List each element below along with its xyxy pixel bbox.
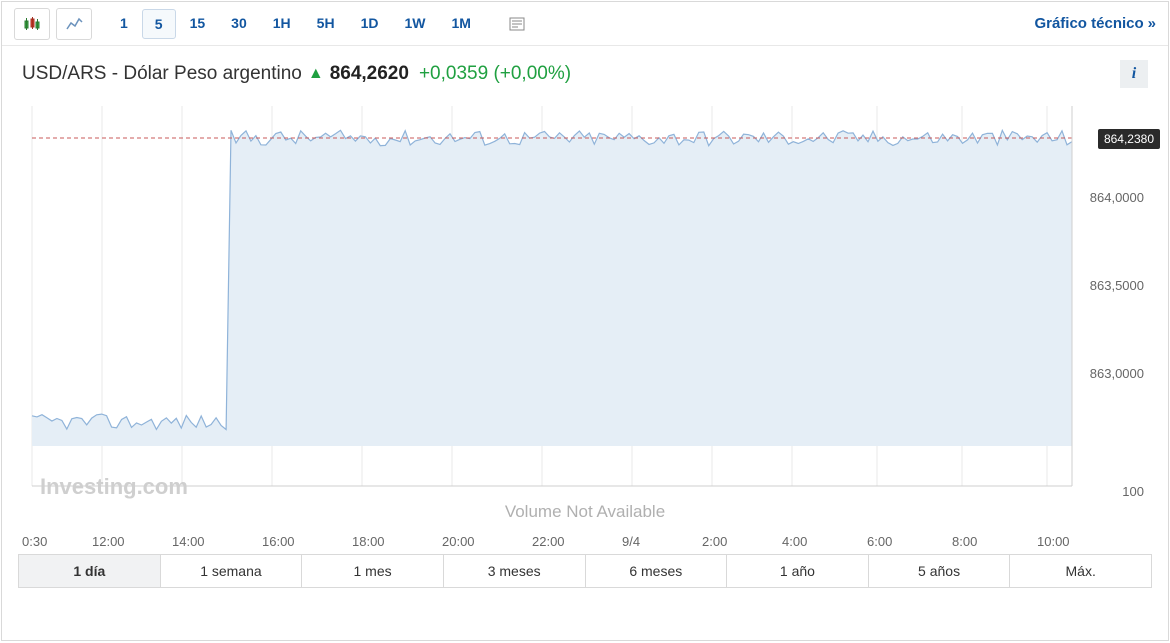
arrow-up-icon: ▲ — [308, 65, 324, 83]
range-button[interactable]: 3 meses — [444, 555, 586, 587]
range-button[interactable]: 1 día — [19, 555, 161, 587]
x-axis-label: 2:00 — [702, 534, 727, 549]
volume-text: Volume Not Available — [505, 502, 665, 522]
tech-link-label: Gráfico técnico — [1034, 15, 1143, 32]
chart-header: USD/ARS - Dólar Peso argentino ▲ 864,262… — [2, 46, 1168, 96]
line-chart-button[interactable] — [56, 8, 92, 40]
y-axis-label: 864,0000 — [1090, 190, 1144, 205]
x-axis-label: 9/4 — [622, 534, 640, 549]
info-button[interactable]: i — [1120, 60, 1148, 88]
x-axis-label: 14:00 — [172, 534, 205, 549]
current-price-tag: 864,2380 — [1098, 129, 1160, 149]
x-axis-label: 0:30 — [22, 534, 47, 549]
interval-30[interactable]: 30 — [219, 9, 259, 39]
x-axis: 0:30 12:00 14:00 16:00 18:00 20:00 22:00 9/4 2:0… — [2, 526, 1168, 546]
x-axis-label: 6:00 — [867, 534, 892, 549]
candlestick-button[interactable] — [14, 8, 50, 40]
y-axis-label: 863,0000 — [1090, 366, 1144, 381]
x-axis-label: 22:00 — [532, 534, 565, 549]
news-icon-button[interactable] — [501, 8, 533, 40]
x-axis-label: 18:00 — [352, 534, 385, 549]
x-axis-label: 20:00 — [442, 534, 475, 549]
chart-area: 864,0000863,5000863,0000100 864,2380 Inv… — [2, 96, 1168, 526]
interval-1H[interactable]: 1H — [261, 9, 303, 39]
x-axis-label: 10:00 — [1037, 534, 1070, 549]
x-axis-label: 16:00 — [262, 534, 295, 549]
range-bar: 1 día1 semana1 mes3 meses6 meses1 año5 a… — [18, 554, 1152, 588]
range-button[interactable]: 1 semana — [161, 555, 303, 587]
toolbar: 1515301H5H1D1W1M Gráfico técnico » — [2, 2, 1168, 46]
interval-5[interactable]: 5 — [142, 9, 176, 39]
interval-5H[interactable]: 5H — [305, 9, 347, 39]
y-axis-label: 863,5000 — [1090, 278, 1144, 293]
x-axis-label: 4:00 — [782, 534, 807, 549]
range-button[interactable]: 1 año — [727, 555, 869, 587]
chevron-right-icon: » — [1148, 15, 1156, 32]
interval-1M[interactable]: 1M — [439, 9, 482, 39]
interval-1[interactable]: 1 — [108, 9, 140, 39]
interval-1D[interactable]: 1D — [349, 9, 391, 39]
price-chart[interactable] — [22, 96, 1148, 526]
pair-name: USD/ARS - Dólar Peso argentino — [22, 63, 302, 85]
interval-group: 1515301H5H1D1W1M — [108, 9, 483, 39]
change-value: +0,0359 (+0,00%) — [419, 63, 571, 85]
x-axis-label: 8:00 — [952, 534, 977, 549]
y-axis-label: 100 — [1122, 484, 1144, 499]
interval-15[interactable]: 15 — [178, 9, 218, 39]
price-value: 864,2620 — [330, 63, 409, 85]
interval-1W[interactable]: 1W — [392, 9, 437, 39]
range-button[interactable]: 1 mes — [302, 555, 444, 587]
range-button[interactable]: 6 meses — [586, 555, 728, 587]
range-button[interactable]: 5 años — [869, 555, 1011, 587]
x-axis-label: 12:00 — [92, 534, 125, 549]
range-button[interactable]: Máx. — [1010, 555, 1151, 587]
technical-chart-link[interactable]: Gráfico técnico » — [1034, 15, 1156, 32]
